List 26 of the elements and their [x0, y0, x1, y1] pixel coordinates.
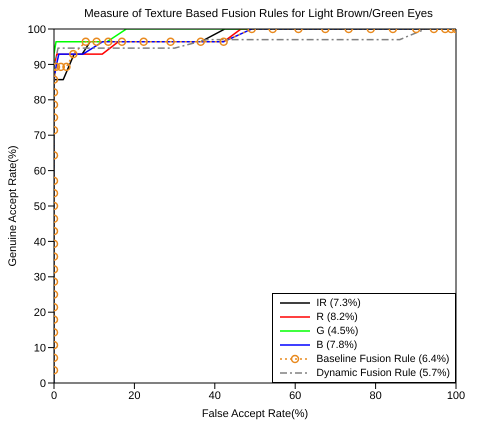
- y-tick-label: 0: [40, 378, 46, 390]
- x-tick-label: 40: [208, 390, 221, 402]
- x-tick-label: 20: [128, 390, 141, 402]
- y-tick-label: 10: [34, 342, 46, 355]
- x-axis-title: False Accept Rate(%): [202, 408, 308, 420]
- chart-title: Measure of Texture Based Fusion Rules for Light Brown/Green Eyes: [83, 8, 434, 22]
- y-tick-label: 90: [34, 59, 46, 72]
- legend-label: R (8.2%): [316, 311, 358, 323]
- x-tick-label: 80: [369, 390, 382, 402]
- y-tick-label: 40: [34, 236, 46, 248]
- x-tick-label: 100: [446, 390, 466, 402]
- y-tick-label: 20: [34, 307, 46, 320]
- x-tick-label: 60: [289, 390, 302, 402]
- y-tick-label: 70: [34, 130, 46, 142]
- legend-label: G (4.5%): [316, 325, 358, 337]
- y-tick-label: 100: [28, 24, 46, 36]
- x-tick-label: 0: [50, 390, 58, 402]
- legend-label: Dynamic Fusion Rule (5.7%): [316, 367, 450, 379]
- y-tick-label: 50: [34, 200, 46, 213]
- y-tick-label: 30: [34, 272, 46, 284]
- legend-label: B (7.8%): [316, 339, 358, 351]
- y-tick-label: 80: [34, 94, 46, 107]
- legend-label: Baseline Fusion Rule (6.4%): [316, 353, 450, 365]
- y-tick-label: 60: [34, 166, 46, 178]
- y-axis-title: Genuine Accept Rate(%): [6, 145, 19, 267]
- legend-label: IR (7.3%): [316, 297, 361, 309]
